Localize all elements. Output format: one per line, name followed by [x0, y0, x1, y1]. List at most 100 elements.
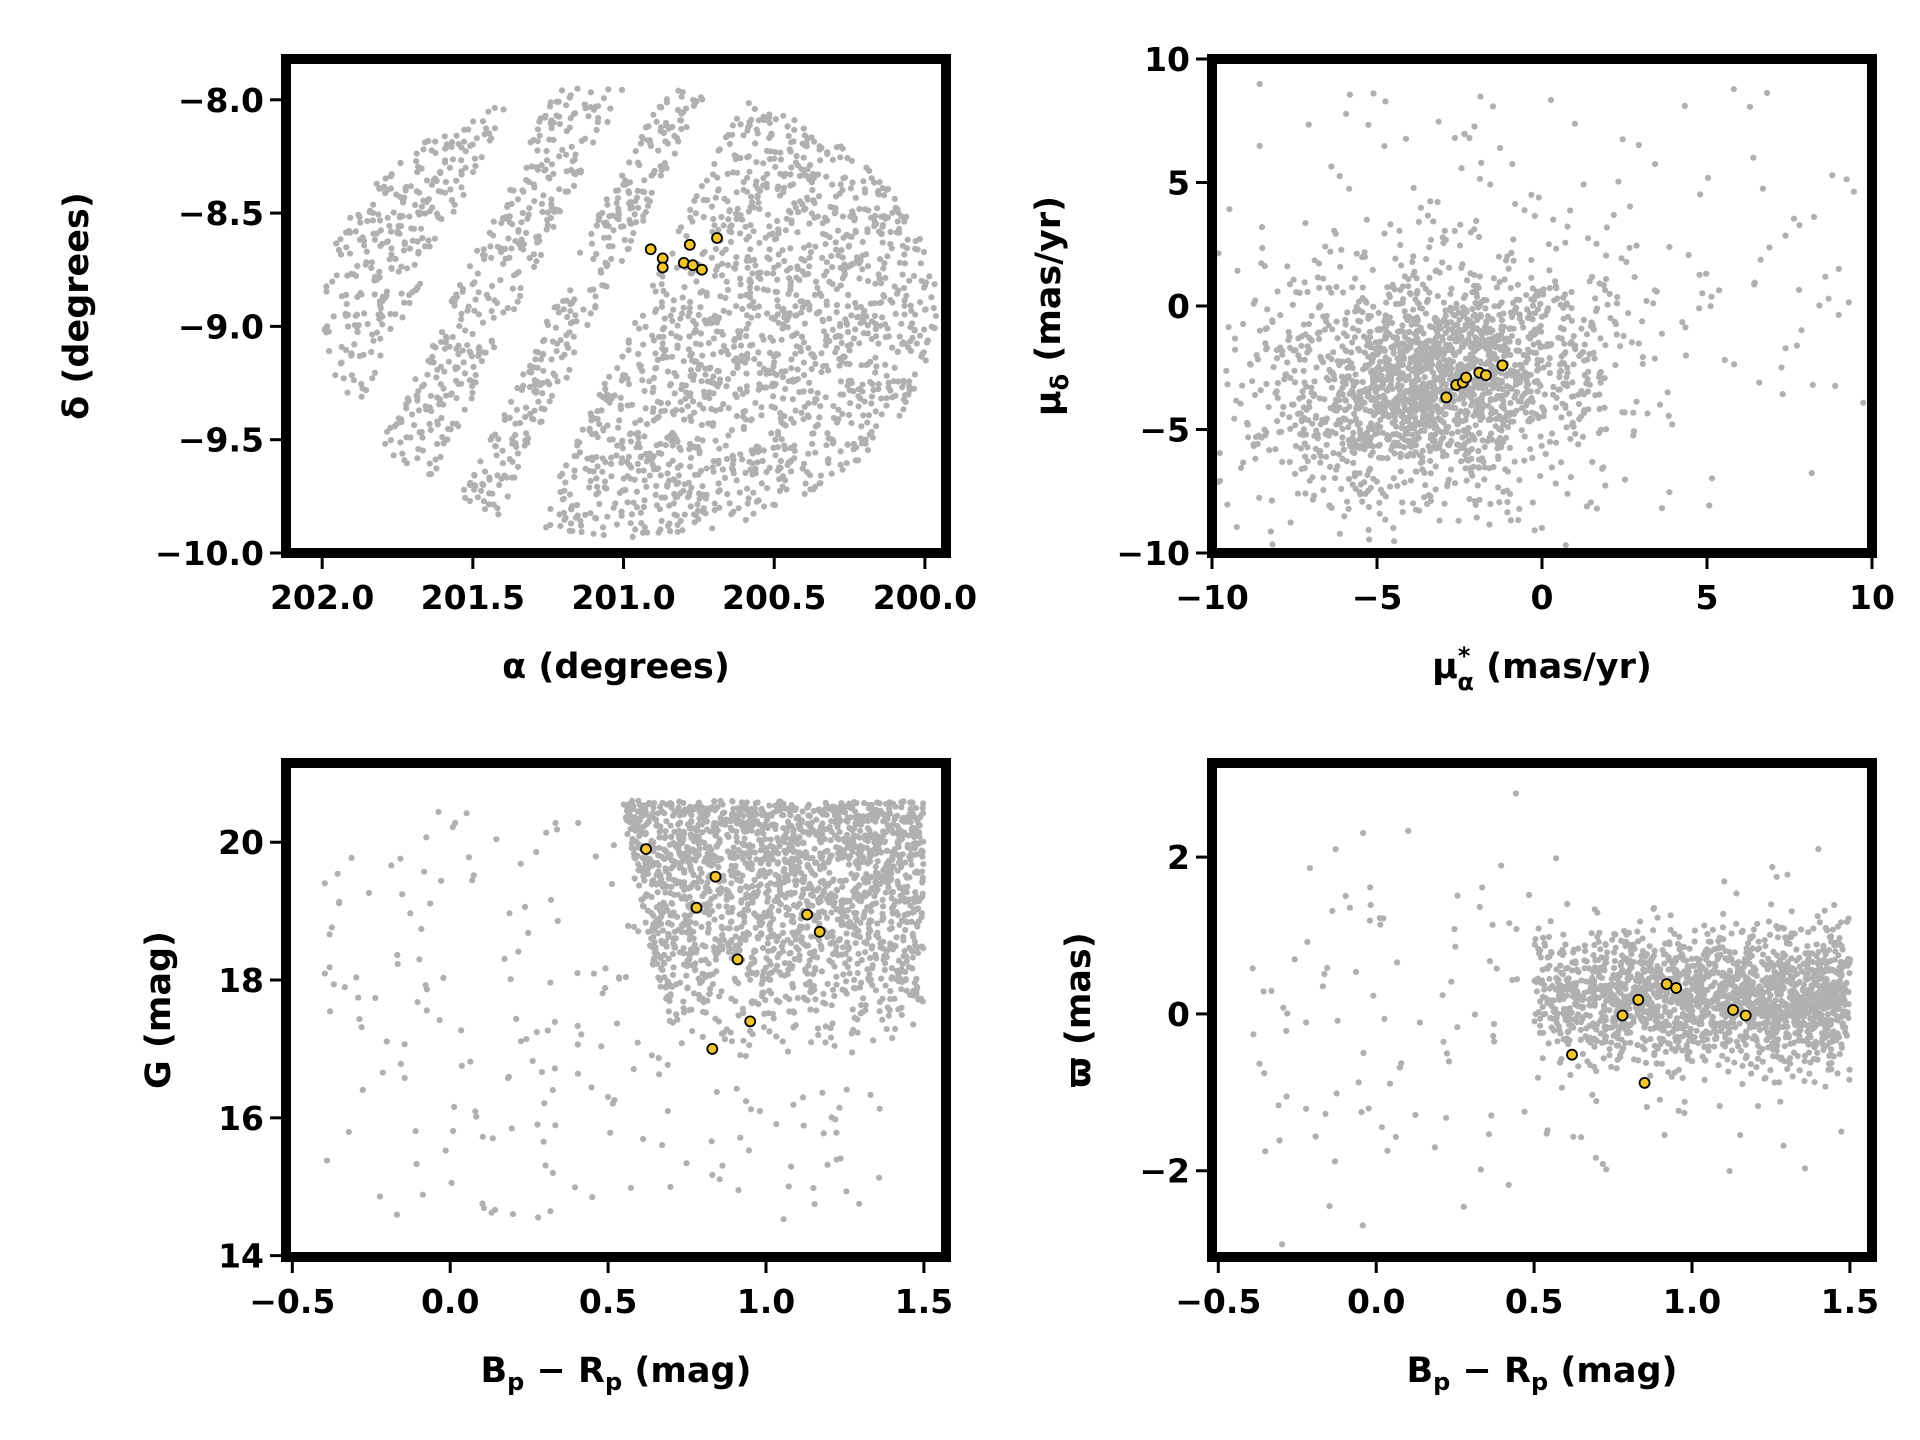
sky-field-star: [729, 453, 736, 460]
sky-field-star: [742, 223, 749, 230]
pm-field-star: [1537, 433, 1544, 440]
pm-field-star: [1487, 500, 1494, 508]
sky-field-star: [523, 176, 530, 184]
sky-x-tick-label: 200.5: [722, 578, 826, 617]
sky-x-tick-label: 201.5: [421, 578, 525, 617]
sky-field-star: [550, 136, 557, 143]
pm-field-star: [1251, 391, 1259, 399]
sky-field-star: [761, 503, 768, 510]
sky-field-star: [839, 466, 846, 473]
sky-field-star: [480, 246, 487, 253]
pm-field-star: [1305, 121, 1312, 128]
pm-field-star: [1257, 387, 1264, 394]
pm-field-star: [1495, 484, 1502, 491]
sky-field-star: [742, 516, 750, 524]
sky-field-star: [733, 254, 740, 261]
pm-field-star: [1313, 427, 1320, 434]
pm-field-star: [1377, 338, 1384, 345]
sky-field-star: [893, 290, 901, 297]
pm-field-star: [1652, 161, 1659, 168]
pm-field-star: [1405, 313, 1412, 320]
sky-field-star: [624, 246, 631, 253]
sky-field-star: [480, 481, 487, 488]
sky-field-star: [613, 452, 620, 459]
pm-field-star: [1518, 373, 1525, 380]
pm-field-star: [1317, 447, 1324, 455]
cmd-field-star: [870, 1037, 877, 1044]
pm-field-star: [1231, 415, 1238, 422]
sky-field-star: [862, 436, 869, 443]
sky-field-star: [737, 275, 744, 282]
sky-field-star: [504, 304, 511, 312]
sky-field-star: [664, 481, 671, 488]
pm-field-star: [1540, 291, 1547, 298]
sky-field-star: [397, 222, 405, 230]
pm-field-star: [1626, 244, 1633, 251]
sky-field-star: [350, 377, 357, 384]
pm-field-star: [1449, 348, 1456, 355]
pm-field-star: [1367, 313, 1374, 320]
pm-field-star: [1635, 340, 1642, 347]
pm-field-star: [1479, 400, 1486, 407]
sky-field-star: [791, 126, 798, 133]
pm-field-star: [1340, 415, 1347, 422]
sky-field-star: [730, 343, 738, 350]
sky-field-star: [500, 260, 507, 267]
sky-field-star: [849, 179, 856, 186]
pm-field-star: [1458, 264, 1465, 271]
sky-field-star: [604, 513, 611, 520]
sky-field-star: [718, 328, 725, 336]
sky-field-star: [477, 458, 484, 465]
sky-field-star: [509, 474, 516, 481]
sky-field-star: [474, 247, 481, 254]
sky-field-star: [592, 514, 599, 522]
sky-field-star: [818, 369, 825, 376]
sky-field-star: [543, 148, 550, 155]
sky-field-star: [902, 392, 909, 399]
sky-field-star: [543, 157, 551, 164]
sky-field-star: [567, 92, 574, 99]
pm-field-star: [1273, 355, 1281, 362]
sky-field-star: [806, 379, 813, 386]
sky-field-star: [485, 501, 493, 508]
pm-field-star: [1533, 349, 1540, 356]
sky-field-star: [837, 448, 844, 455]
pm-field-star: [1619, 136, 1626, 143]
sky-field-star: [763, 485, 771, 492]
cmd-field-star: [827, 837, 834, 844]
pm-field-star: [1397, 453, 1404, 461]
pm-field-star: [1426, 274, 1433, 281]
pm-field-star: [1596, 391, 1603, 398]
sky-field-star: [705, 420, 712, 427]
pm-field-star: [1434, 328, 1441, 335]
pm-field-star: [1441, 500, 1448, 507]
pm-field-star: [1292, 422, 1299, 429]
pm-field-star: [1354, 421, 1361, 428]
sky-field-star: [540, 192, 547, 199]
cmd-field-star: [716, 1176, 723, 1183]
sky-field-star: [640, 212, 647, 220]
pm-field-star: [1340, 289, 1347, 296]
sky-field-star: [646, 472, 654, 479]
sky-field-star: [710, 390, 717, 397]
sky-field-star: [760, 160, 767, 167]
sky-field-star: [355, 322, 362, 329]
pm-field-star: [1422, 482, 1429, 489]
sky-field-star: [351, 341, 358, 348]
pm-field-star: [1315, 304, 1322, 311]
sky-field-star: [527, 410, 534, 417]
sky-field-star: [426, 420, 433, 428]
pm-field-star: [1399, 499, 1406, 506]
sky-field-star: [685, 346, 692, 353]
sky-field-star: [691, 511, 698, 518]
sky-member-star: [644, 243, 657, 256]
sky-field-star: [693, 193, 700, 200]
sky-field-star: [830, 402, 837, 410]
pm-field-star: [1295, 352, 1302, 359]
sky-field-star: [483, 291, 490, 298]
sky-field-star: [772, 381, 779, 388]
sky-field-star: [670, 500, 677, 507]
sky-field-star: [613, 200, 620, 207]
pm-field-star: [1274, 380, 1281, 387]
pm-field-star: [1544, 343, 1551, 350]
